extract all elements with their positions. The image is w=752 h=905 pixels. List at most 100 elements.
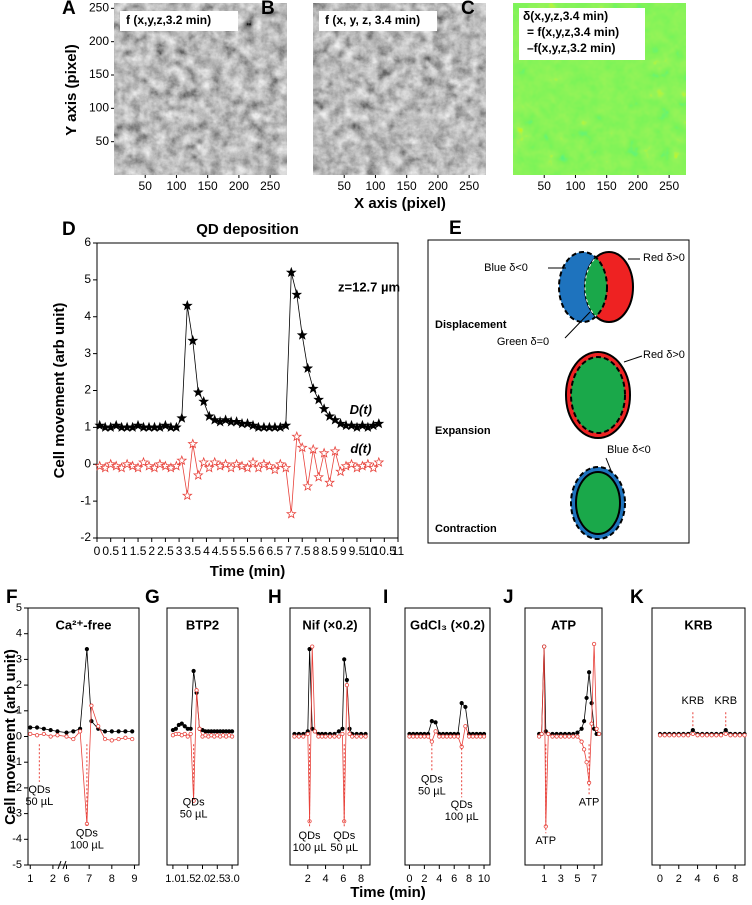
- marker: [329, 445, 341, 456]
- x-tick-label: 0: [657, 873, 663, 885]
- region-label: Blue δ<0: [607, 444, 651, 456]
- marker: [102, 736, 108, 742]
- x-tick-label: 8: [109, 873, 115, 885]
- marker: [313, 471, 324, 482]
- marker: [312, 729, 317, 734]
- x-tick-label: 2: [148, 544, 155, 558]
- marker: [686, 733, 691, 738]
- marker: [463, 704, 468, 710]
- marker: [55, 729, 60, 734]
- y-tick-label: 2: [16, 679, 22, 691]
- marker: [310, 644, 315, 649]
- marker: [336, 729, 341, 734]
- title-box: [519, 8, 645, 60]
- series-line: [294, 649, 366, 735]
- marker: [229, 734, 235, 739]
- x-axis-title: Time (min): [210, 563, 286, 580]
- marker: [296, 734, 301, 739]
- plot-frame: [404, 607, 491, 866]
- x-tick-label: 200: [628, 179, 648, 193]
- marker: [344, 677, 349, 683]
- x-tick-label: 8: [313, 544, 320, 558]
- marker: [127, 460, 138, 471]
- marker: [558, 734, 563, 739]
- marker: [181, 489, 193, 501]
- marker: [203, 410, 215, 421]
- marker: [78, 729, 83, 734]
- marker: [550, 734, 555, 739]
- x-tick-label: 8.5: [321, 544, 338, 558]
- marker: [589, 721, 594, 726]
- marker: [463, 724, 468, 729]
- marker: [452, 734, 457, 739]
- marker: [704, 733, 710, 738]
- marker: [160, 419, 171, 431]
- green-region: [585, 252, 607, 322]
- marker: [55, 733, 60, 738]
- x-tick-label: 10: [478, 873, 490, 885]
- marker: [307, 383, 319, 394]
- marker: [105, 458, 117, 469]
- axis-break: [62, 860, 67, 870]
- x-tick-label: 3: [176, 544, 183, 558]
- marker: [34, 733, 40, 738]
- x-tick-label: 0: [406, 873, 412, 885]
- marker: [575, 730, 580, 735]
- marker: [546, 731, 551, 737]
- marker: [197, 726, 202, 731]
- marker: [470, 734, 475, 739]
- marker: [280, 462, 292, 473]
- marker: [437, 734, 442, 739]
- marker: [700, 733, 705, 738]
- marker: [368, 462, 379, 473]
- y-tick-label: 0: [16, 730, 22, 742]
- marker: [89, 703, 94, 708]
- marker: [176, 412, 188, 423]
- y-tick-label: -5: [12, 859, 22, 871]
- x-tick-label: 1: [27, 873, 33, 885]
- marker: [363, 734, 368, 739]
- x-tick-label: 200: [229, 179, 249, 193]
- x-tick-label: 1.5: [130, 544, 147, 558]
- marker: [362, 458, 374, 469]
- marker: [723, 731, 728, 737]
- marker: [344, 682, 349, 688]
- marker: [123, 735, 128, 740]
- y-tick-label: 1: [84, 420, 91, 434]
- marker: [737, 733, 742, 738]
- marker: [411, 734, 416, 739]
- region-label: Red δ>0: [643, 349, 685, 361]
- y-tick-label: -1: [12, 756, 22, 768]
- marker: [275, 458, 286, 469]
- x-tick-label: 7: [285, 544, 292, 558]
- marker: [132, 462, 144, 473]
- marker: [567, 734, 572, 739]
- marker: [318, 403, 330, 414]
- plot-frame: [289, 607, 371, 866]
- x-tick-label: 2.5: [157, 544, 174, 558]
- marker: [132, 419, 144, 431]
- marker: [336, 734, 341, 739]
- marker: [171, 460, 182, 471]
- marker: [188, 731, 193, 737]
- marker: [676, 733, 681, 738]
- panel-letter: F: [6, 587, 18, 608]
- marker: [280, 419, 292, 431]
- marker: [594, 726, 599, 731]
- marker: [285, 508, 297, 519]
- annotation: 100 µL: [70, 839, 104, 851]
- image-title: f (x,y,z,3.2 min): [126, 13, 211, 27]
- marker: [340, 731, 345, 737]
- y-tick-label: 5: [16, 602, 22, 614]
- x-tick-label: 10.5: [373, 544, 397, 558]
- marker: [346, 419, 357, 431]
- marker: [109, 738, 114, 743]
- y-tick-label: -2: [12, 782, 22, 794]
- series-line: [30, 705, 133, 824]
- series-line: [539, 646, 600, 735]
- marker: [582, 747, 587, 752]
- title-box: [319, 11, 437, 31]
- marker: [582, 718, 587, 724]
- chart-title: QD deposition: [196, 221, 299, 238]
